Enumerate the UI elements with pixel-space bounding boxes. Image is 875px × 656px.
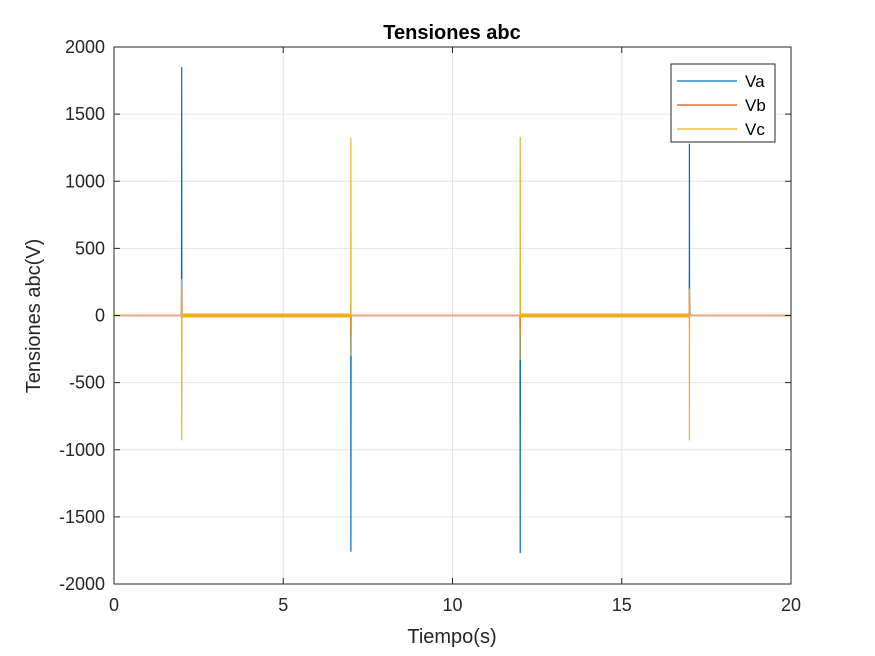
- y-tick-label: 1000: [65, 171, 105, 191]
- x-axis-label: Tiempo(s): [407, 626, 496, 648]
- series-layer: [114, 67, 791, 554]
- legend-label-vc: Vc: [745, 120, 765, 139]
- x-tick-label: 15: [612, 595, 632, 615]
- ripple-band: [181, 313, 351, 318]
- y-tick-label: 2000: [65, 37, 105, 57]
- y-tick-label: -500: [69, 373, 105, 393]
- y-tick-label: -2000: [59, 574, 105, 594]
- y-tick-label: 0: [95, 306, 105, 326]
- x-tick-label: 20: [781, 595, 801, 615]
- legend-label-vb: Vb: [745, 96, 766, 115]
- legend-label-va: Va: [745, 72, 765, 91]
- x-tick-label: 5: [278, 595, 288, 615]
- y-tick-label: 500: [75, 238, 105, 258]
- tick-labels: 0 5 10 15 20 -2000 -1500 -1000 -500 0 500 1000 1500 2…: [59, 37, 801, 615]
- chart-title: Tensiones abc: [383, 22, 520, 44]
- x-tick-label: 10: [442, 595, 462, 615]
- series-line-vc: [114, 136, 791, 441]
- tick-marks: [113, 46, 792, 585]
- y-axis-label: Tensiones abc(V): [23, 239, 45, 394]
- y-tick-label: -1500: [59, 507, 105, 527]
- y-tick-label: -1000: [59, 440, 105, 460]
- x-tick-label: 0: [109, 595, 119, 615]
- ripple-band: [520, 313, 690, 318]
- y-tick-label: 1500: [65, 104, 105, 124]
- legend[interactable]: Va Vb Vc: [670, 63, 776, 143]
